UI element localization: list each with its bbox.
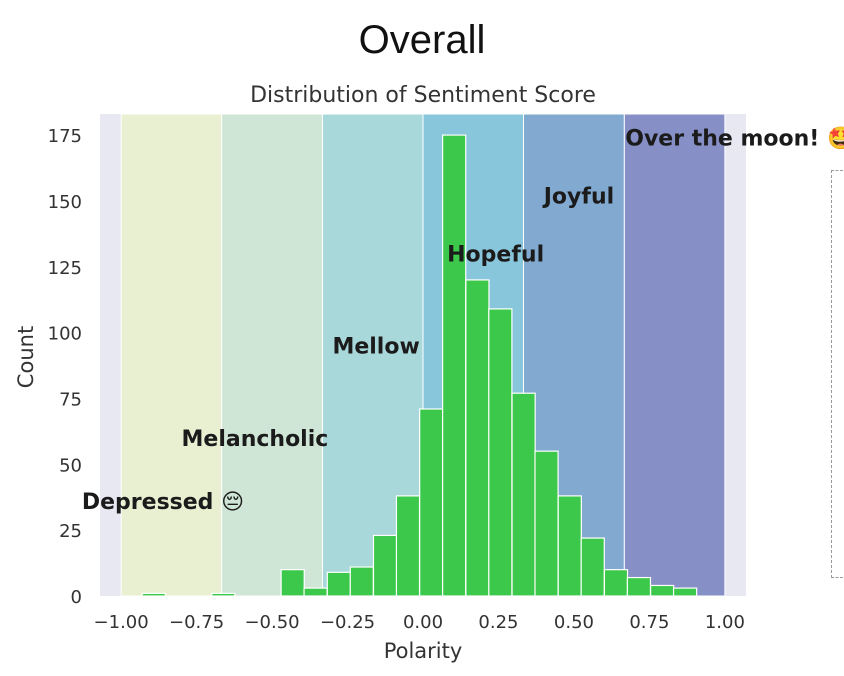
y-tick-label: 175 (48, 126, 82, 147)
x-tick-label: 0.25 (478, 612, 518, 633)
x-tick-label: 0.50 (554, 612, 594, 633)
band-0 (120, 113, 223, 597)
x-axis: −1.00 −0.75 −0.50 −0.25 0.00 0.25 0.50 0.75 1.00 (94, 612, 745, 633)
band-5 (623, 113, 726, 597)
y-axis: 0 25 50 75 100 125 150 175 (48, 126, 82, 608)
x-tick-label: 0.00 (403, 612, 443, 633)
bar-14 (465, 279, 490, 597)
y-tick-label: 125 (48, 258, 82, 279)
y-tick-label: 100 (48, 324, 82, 345)
bar-22 (650, 584, 675, 597)
annotation-0: Depressed 😔 (82, 490, 244, 515)
x-tick-label: −0.75 (169, 612, 224, 633)
bar-0 (141, 592, 166, 597)
bar-17 (534, 450, 559, 597)
bar-11 (395, 495, 421, 597)
bar-3 (211, 592, 236, 597)
y-tick-label: 50 (59, 455, 82, 476)
bar-10 (372, 534, 398, 597)
y-tick-label: 25 (59, 521, 82, 542)
annotation-3: Hopeful (447, 242, 544, 267)
bar-20 (603, 569, 629, 597)
annotation-4: Joyful (542, 185, 614, 210)
annotation-1: Melancholic (182, 427, 329, 452)
y-axis-label: Count (14, 326, 38, 388)
bar-15 (488, 308, 513, 597)
bar-8 (326, 571, 352, 597)
bar-19 (580, 537, 605, 597)
chart-title: Distribution of Sentiment Score (250, 83, 596, 108)
x-tick-label: 1.00 (705, 612, 745, 633)
y-tick-label: 75 (59, 389, 82, 410)
bar-6 (280, 569, 305, 597)
bar-12 (419, 408, 444, 597)
annotation-2: Mellow (332, 335, 419, 360)
x-axis-label: Polarity (384, 639, 463, 663)
page-title: Overall (358, 18, 486, 62)
bar-21 (626, 576, 652, 597)
bar-18 (557, 495, 582, 597)
x-tick-label: −1.00 (94, 612, 149, 633)
bar-13 (442, 134, 467, 597)
bar-16 (511, 392, 536, 597)
histogram-bars (141, 134, 698, 597)
bar-7 (303, 587, 328, 597)
side-panel-border (831, 170, 844, 578)
x-tick-label: −0.50 (244, 612, 299, 633)
y-tick-label: 150 (48, 192, 82, 213)
band-annotations: Depressed 😔 Melancholic Mellow Hopeful Joyfu… (82, 126, 844, 515)
y-tick-label: 0 (71, 587, 82, 608)
annotation-5: Over the moon! 🤩 (625, 126, 844, 152)
x-tick-label: 0.75 (629, 612, 669, 633)
bar-extra (672, 587, 698, 597)
bar-9 (349, 566, 374, 597)
x-tick-label: −0.25 (320, 612, 375, 633)
band-1 (221, 113, 323, 597)
